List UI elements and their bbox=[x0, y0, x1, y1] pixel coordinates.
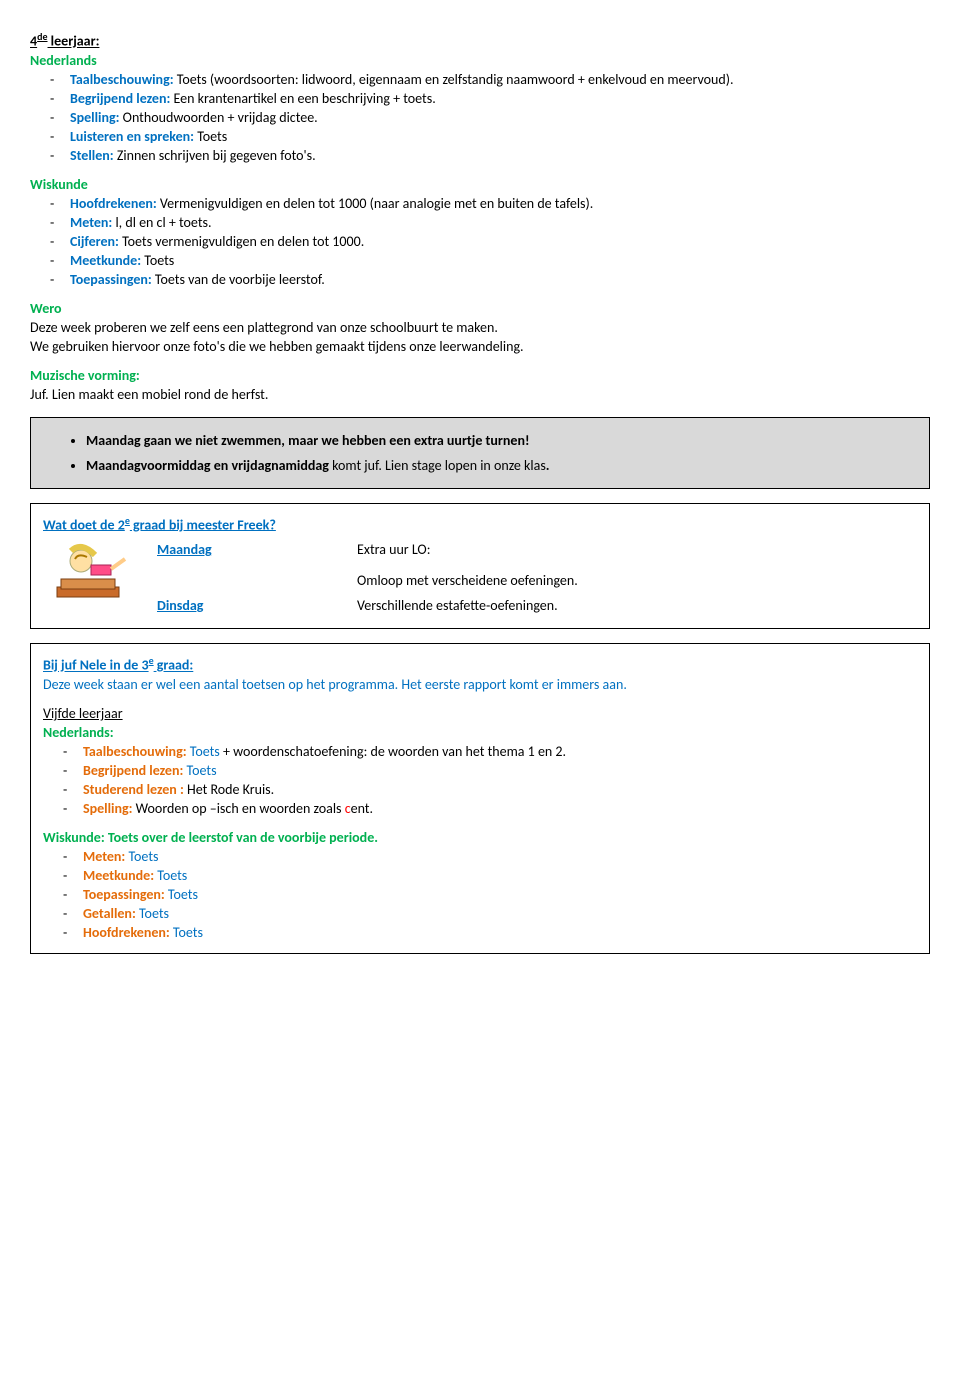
list-nederlands-5: Taalbeschouwing: Toets + woordenschatoef… bbox=[43, 743, 917, 817]
nele-title: Bij juf Nele in de 3e graad: bbox=[43, 654, 917, 674]
list-item: Hoofdrekenen: Vermenigvuldigen en delen … bbox=[70, 195, 930, 212]
list-item: Meetkunde: Toets bbox=[70, 252, 930, 269]
notice-list: Maandag gaan we niet zwemmen, maar we he… bbox=[31, 432, 929, 474]
clip-cell bbox=[43, 537, 149, 618]
notice-item: Maandag gaan we niet zwemmen, maar we he… bbox=[86, 432, 929, 449]
day-cell: Dinsdag bbox=[149, 593, 349, 618]
list-item: Stellen: Zinnen schrijven bij gegeven fo… bbox=[70, 147, 930, 164]
freek-title: Wat doet de 2e graad bij meester Freek? bbox=[43, 514, 917, 534]
gym-clipart-icon bbox=[51, 541, 141, 611]
label-wiskunde-5: Wiskunde: Toets over de leerstof van de … bbox=[43, 829, 917, 846]
list-item: Studerend lezen : Het Rode Kruis. bbox=[83, 781, 917, 798]
list-item: Spelling: Woorden op –isch en woorden zo… bbox=[83, 800, 917, 817]
notice-box: Maandag gaan we niet zwemmen, maar we he… bbox=[30, 417, 930, 489]
desc-cell: Verschillende estafette-oefeningen. bbox=[349, 593, 917, 618]
label-wero: Wero bbox=[30, 300, 930, 317]
list-wiskunde: Hoofdrekenen: Vermenigvuldigen en delen … bbox=[30, 195, 930, 288]
label-nederlands: Nederlands bbox=[30, 52, 930, 69]
day-cell: Maandag bbox=[149, 537, 349, 593]
list-nederlands: Taalbeschouwing: Toets (woordsoorten: li… bbox=[30, 71, 930, 164]
notice-item: Maandagvoormiddag en vrijdagnamiddag kom… bbox=[86, 457, 929, 474]
nele-box: Bij juf Nele in de 3e graad: Deze week s… bbox=[30, 643, 930, 954]
list-item: Toepassingen: Toets van de voorbije leer… bbox=[70, 271, 930, 288]
vijfde-leerjaar: Vijfde leerjaar bbox=[43, 705, 917, 722]
label-nederlands-5: Nederlands: bbox=[43, 724, 917, 741]
list-item: Meten: Toets bbox=[83, 848, 917, 865]
wero-line2: We gebruiken hiervoor onze foto's die we… bbox=[30, 338, 930, 355]
heading-4de: 4de leerjaar: bbox=[30, 30, 930, 50]
list-item: Getallen: Toets bbox=[83, 905, 917, 922]
list-item: Begrijpend lezen: Een krantenartikel en … bbox=[70, 90, 930, 107]
freek-box: Wat doet de 2e graad bij meester Freek? bbox=[30, 503, 930, 630]
list-item: Meten: l, dl en cl + toets. bbox=[70, 214, 930, 231]
list-item: Spelling: Onthoudwoorden + vrijdag dicte… bbox=[70, 109, 930, 126]
muz-text: Juf. Lien maakt een mobiel rond de herfs… bbox=[30, 386, 930, 403]
section-4de-leerjaar: 4de leerjaar: Nederlands Taalbeschouwing… bbox=[30, 30, 930, 403]
list-item: Begrijpend lezen: Toets bbox=[83, 762, 917, 779]
list-item: Toepassingen: Toets bbox=[83, 886, 917, 903]
freek-schedule: Maandag Extra uur LO: Omloop met versche… bbox=[43, 537, 917, 618]
label-muzische: Muzische vorming: bbox=[30, 367, 930, 384]
list-item: Hoofdrekenen: Toets bbox=[83, 924, 917, 941]
list-item: Taalbeschouwing: Toets (woordsoorten: li… bbox=[70, 71, 930, 88]
list-item: Meetkunde: Toets bbox=[83, 867, 917, 884]
label-wiskunde: Wiskunde bbox=[30, 176, 930, 193]
nele-intro: Deze week staan er wel een aantal toetse… bbox=[43, 676, 917, 693]
list-wiskunde-5: Meten: Toets Meetkunde: Toets Toepassing… bbox=[43, 848, 917, 941]
desc-cell: Extra uur LO: Omloop met verscheidene oe… bbox=[349, 537, 917, 593]
list-item: Cijferen: Toets vermenigvuldigen en dele… bbox=[70, 233, 930, 250]
list-item: Taalbeschouwing: Toets + woordenschatoef… bbox=[83, 743, 917, 760]
list-item: Luisteren en spreken: Toets bbox=[70, 128, 930, 145]
wero-line1: Deze week proberen we zelf eens een plat… bbox=[30, 319, 930, 336]
